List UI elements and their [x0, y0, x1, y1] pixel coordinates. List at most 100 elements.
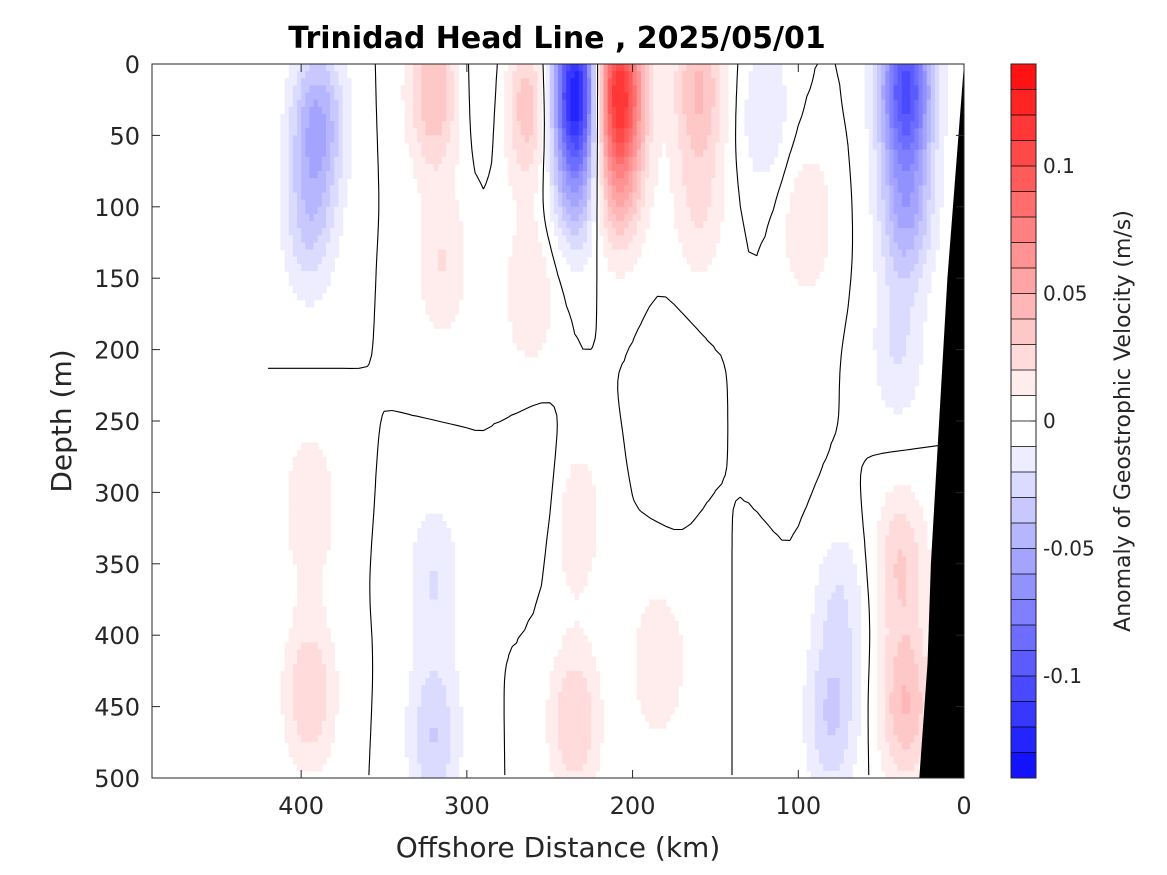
velocity-cell [918, 670, 924, 679]
velocity-cell [446, 292, 451, 301]
velocity-cell [669, 106, 675, 115]
velocity-cell [889, 121, 895, 129]
velocity-cell [885, 199, 891, 208]
velocity-cell [587, 699, 592, 708]
velocity-cell [678, 128, 683, 137]
velocity-cell [686, 135, 692, 144]
velocity-cell [413, 635, 418, 644]
velocity-cell [442, 556, 447, 565]
velocity-cell [881, 363, 886, 372]
velocity-cell [425, 520, 431, 529]
velocity-cell [914, 256, 920, 265]
velocity-cell [910, 206, 915, 215]
velocity-cell [918, 171, 924, 179]
velocity-cell [537, 64, 543, 72]
velocity-cell [690, 156, 696, 165]
velocity-cell [640, 692, 646, 701]
velocity-cell [690, 213, 696, 222]
velocity-cell [649, 699, 654, 708]
velocity-cell [429, 128, 435, 137]
velocity-cell [533, 306, 538, 315]
velocity-cell [790, 228, 795, 237]
velocity-cell [587, 528, 592, 536]
velocity-cell [437, 85, 443, 94]
velocity-cell [922, 99, 928, 108]
velocity-cell [645, 135, 650, 144]
velocity-cell [309, 485, 315, 494]
velocity-cell [301, 449, 306, 458]
velocity-cell [935, 142, 940, 151]
velocity-cell [935, 192, 940, 201]
velocity-cell [881, 206, 886, 215]
velocity-cell [541, 285, 547, 294]
velocity-cell [437, 192, 443, 201]
velocity-cell [570, 99, 576, 108]
velocity-cell [309, 106, 315, 115]
velocity-cell [922, 242, 928, 251]
velocity-cell [574, 470, 580, 479]
velocity-cell [835, 706, 841, 715]
velocity-cell [661, 106, 667, 115]
velocity-cell [889, 128, 895, 137]
velocity-cell [914, 599, 920, 608]
velocity-cell [877, 278, 882, 287]
velocity-cell [926, 235, 932, 244]
velocity-cell [819, 228, 824, 237]
velocity-cell [914, 642, 920, 651]
velocity-cell [326, 649, 331, 658]
velocity-cell [669, 185, 675, 194]
velocity-cell [707, 78, 712, 87]
velocity-cell [558, 78, 563, 87]
velocity-cell [425, 606, 431, 615]
velocity-cell [574, 520, 580, 529]
velocity-cell [437, 542, 443, 551]
velocity-cell [603, 135, 609, 144]
velocity-cell [549, 85, 555, 94]
velocity-cell [686, 64, 692, 72]
velocity-cell [582, 71, 588, 79]
velocity-cell [292, 706, 298, 715]
velocity-cell [437, 299, 443, 308]
velocity-cell [893, 556, 899, 565]
velocity-cell [421, 642, 427, 651]
velocity-cell [450, 249, 456, 258]
velocity-cell [305, 113, 311, 122]
velocity-cell [305, 442, 311, 451]
velocity-cell [930, 78, 936, 87]
velocity-cell [437, 656, 443, 665]
velocity-cell [889, 556, 895, 565]
velocity-cell [877, 285, 882, 294]
velocity-cell [529, 113, 534, 122]
velocity-cell [508, 85, 514, 94]
velocity-cell [545, 142, 551, 151]
velocity-cell [408, 678, 414, 686]
velocity-cell [814, 613, 820, 622]
velocity-cell [810, 685, 816, 694]
velocity-cell [587, 485, 592, 494]
velocity-cell [640, 192, 646, 201]
velocity-cell [425, 299, 431, 308]
velocity-cell [429, 656, 435, 665]
velocity-cell [582, 121, 588, 129]
velocity-cell [893, 249, 899, 258]
velocity-cell [943, 113, 949, 122]
velocity-cell [918, 285, 924, 294]
velocity-cell [442, 113, 447, 122]
velocity-cell [935, 99, 940, 108]
velocity-cell [512, 242, 518, 251]
velocity-cell [877, 613, 882, 622]
velocity-cell [831, 642, 837, 651]
velocity-cell [326, 135, 331, 144]
velocity-cell [425, 713, 431, 722]
velocity-cell [508, 271, 514, 279]
velocity-cell [889, 249, 895, 258]
velocity-cell [288, 206, 294, 215]
velocity-cell [421, 199, 427, 208]
velocity-cell [574, 135, 580, 144]
velocity-cell [524, 64, 530, 72]
velocity-cell [578, 628, 584, 636]
velocity-cell [649, 692, 654, 701]
velocity-cell [893, 542, 899, 551]
velocity-cell [305, 570, 311, 579]
velocity-cell [690, 135, 696, 144]
